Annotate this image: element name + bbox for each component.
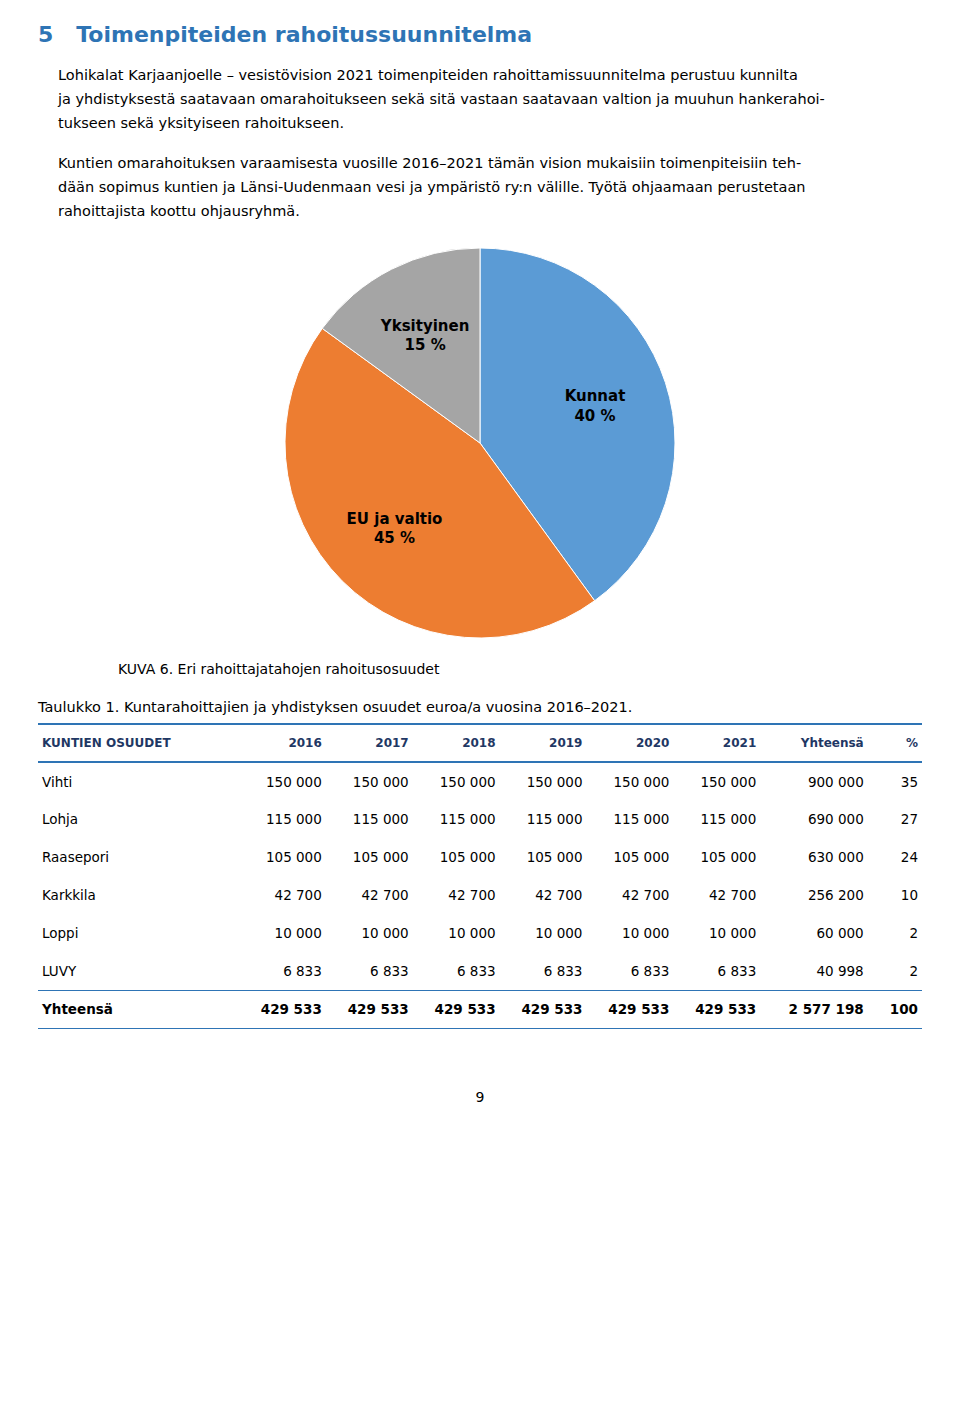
html-text:429 533: 429 533	[260, 1001, 322, 1017]
html-text:5 Toimenpiteiden rahoitussuunn: 5 Toimenpiteiden rahoitussuunnitelma	[38, 22, 533, 47]
html-text:630 000: 630 000	[807, 849, 864, 865]
html-text:105 000: 105 000	[700, 849, 757, 865]
html-text:Karkkila: Karkkila	[42, 887, 96, 903]
html-text:2: 2	[909, 962, 918, 979]
html-text:24: 24	[900, 849, 918, 865]
html-text:Lohikalat Karjaanjoelle – vesi: Lohikalat Karjaanjoelle – vesistövision …	[58, 67, 798, 83]
html-text:429 533: 429 533	[521, 1001, 583, 1017]
html-text:2016: 2016	[288, 736, 322, 750]
html-text:KUNTIEN OSUUDET: KUNTIEN OSUUDET	[42, 736, 171, 750]
html-text:42 700: 42 700	[361, 887, 409, 903]
html-text:10 000: 10 000	[709, 925, 757, 941]
html-text:6 833: 6 833	[283, 962, 322, 979]
html-text:150 000: 150 000	[439, 773, 496, 790]
html-text:105 000: 105 000	[526, 849, 583, 865]
html-text:10 000: 10 000	[448, 925, 496, 941]
html-text:40 998: 40 998	[816, 962, 864, 979]
html-text:ja yhdistyksestä saatavaan oma: ja yhdistyksestä saatavaan omarahoitukse…	[58, 91, 825, 107]
html-text:105 000: 105 000	[613, 849, 670, 865]
html-text:Loppi: Loppi	[42, 925, 79, 941]
html-text:35: 35	[900, 773, 918, 790]
html-text:2021: 2021	[722, 736, 757, 750]
html-text:105 000: 105 000	[439, 849, 496, 865]
html-text:Taulukko 1. Kuntarahoittajien: Taulukko 1. Kuntarahoittajien ja yhdisty…	[38, 699, 633, 715]
html-text:690 000: 690 000	[807, 811, 864, 827]
html-text:27: 27	[900, 811, 918, 827]
html-text:10 000: 10 000	[274, 925, 322, 941]
html-text:6 833: 6 833	[717, 962, 757, 979]
html-text:900 000: 900 000	[807, 773, 864, 790]
html-text:Raasepori: Raasepori	[42, 849, 110, 865]
html-text:LUVY: LUVY	[42, 962, 77, 979]
html-text:2: 2	[909, 925, 918, 941]
html-text:6 833: 6 833	[543, 962, 583, 979]
html-text:Kuntien omarahoituksen varaami: Kuntien omarahoituksen varaamisesta vuos…	[58, 155, 802, 171]
html-text:KUVA 6. Eri rahoittajatahojen: KUVA 6. Eri rahoittajatahojen rahoitusos…	[118, 661, 440, 677]
html-text:2 577 198: 2 577 198	[788, 1001, 864, 1017]
html-text:150 000: 150 000	[352, 773, 409, 790]
html-text:115 000: 115 000	[439, 811, 496, 827]
html-text:105 000: 105 000	[352, 849, 409, 865]
html-text:150 000: 150 000	[266, 773, 322, 790]
html-text:150 000: 150 000	[613, 773, 670, 790]
html-text:6 833: 6 833	[630, 962, 670, 979]
html-text:Lohja: Lohja	[42, 811, 79, 827]
html-text:tukseen sekä yksityiseen rahoi: tukseen sekä yksityiseen rahoitukseen.	[58, 115, 344, 131]
html-text:429 533: 429 533	[434, 1001, 496, 1017]
html-text:150 000: 150 000	[700, 773, 757, 790]
html-text:Vihti: Vihti	[42, 773, 73, 790]
html-text:105 000: 105 000	[266, 849, 322, 865]
html-text:9: 9	[475, 1088, 485, 1105]
html-text:60 000: 60 000	[816, 925, 864, 941]
html-text:10 000: 10 000	[535, 925, 583, 941]
html-text:Yhteensä: Yhteensä	[800, 736, 864, 750]
html-text:42 700: 42 700	[709, 887, 757, 903]
svg-text:Yksityinen15 %: Yksityinen15 %	[380, 317, 470, 355]
svg-text:EU ja valtio45 %: EU ja valtio45 %	[347, 510, 443, 548]
html-text:42 700: 42 700	[448, 887, 496, 903]
html-text:dään sopimus kuntien ja Länsi-: dään sopimus kuntien ja Länsi-Uudenmaan …	[58, 179, 806, 195]
html-text:Yhteensä: Yhteensä	[42, 1001, 113, 1017]
html-text:429 533: 429 533	[347, 1001, 409, 1017]
html-text:2020: 2020	[636, 736, 670, 750]
html-text:6 833: 6 833	[456, 962, 496, 979]
html-text:256 200: 256 200	[807, 887, 864, 903]
html-text:10 000: 10 000	[622, 925, 670, 941]
html-text:100: 100	[889, 1001, 918, 1017]
html-text:115 000: 115 000	[266, 811, 322, 827]
html-text:2017: 2017	[375, 736, 409, 750]
html-text:10 000: 10 000	[361, 925, 409, 941]
html-text:115 000: 115 000	[613, 811, 670, 827]
html-text:115 000: 115 000	[352, 811, 409, 827]
html-text:2019: 2019	[549, 736, 583, 750]
html-text:10: 10	[900, 887, 918, 903]
html-text:115 000: 115 000	[526, 811, 583, 827]
html-text:150 000: 150 000	[526, 773, 583, 790]
html-text:42 700: 42 700	[274, 887, 322, 903]
html-text:42 700: 42 700	[535, 887, 583, 903]
html-text:rahoittajista koottu ohjausryh: rahoittajista koottu ohjausryhmä.	[58, 203, 300, 219]
html-text:429 533: 429 533	[608, 1001, 670, 1017]
html-text:115 000: 115 000	[700, 811, 757, 827]
html-text:429 533: 429 533	[695, 1001, 757, 1017]
html-text:2018: 2018	[462, 736, 496, 750]
html-text:42 700: 42 700	[622, 887, 670, 903]
html-text:6 833: 6 833	[370, 962, 409, 979]
svg-text:Kunnat40 %: Kunnat40 %	[565, 387, 626, 425]
